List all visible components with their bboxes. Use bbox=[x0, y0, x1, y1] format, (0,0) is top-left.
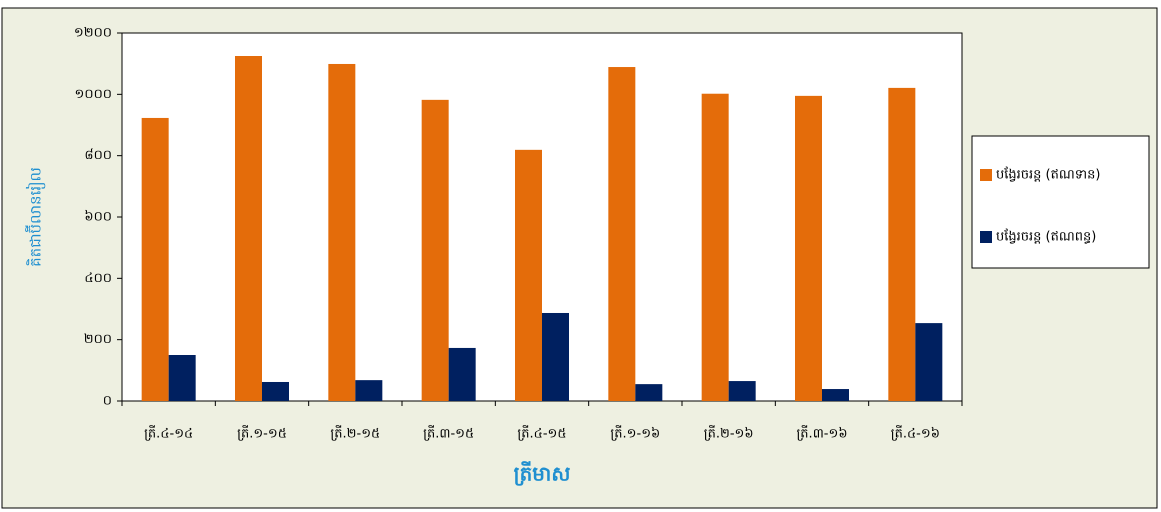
bar bbox=[822, 389, 849, 401]
bar bbox=[141, 117, 169, 402]
y-tick-label: ០ bbox=[103, 394, 112, 409]
bar bbox=[515, 149, 542, 401]
bar bbox=[915, 323, 943, 401]
x-tick-label: ត្រី.៣-១៥ bbox=[423, 425, 474, 442]
x-tick-label: ត្រី.១-១៦ bbox=[610, 425, 660, 442]
bar bbox=[888, 87, 916, 401]
bar bbox=[728, 381, 756, 401]
bar bbox=[235, 56, 262, 401]
bar bbox=[262, 381, 289, 401]
legend-box bbox=[971, 135, 1150, 269]
bar bbox=[608, 67, 636, 401]
x-tick-label: ត្រី.២-១៦ bbox=[704, 425, 754, 442]
y-tick-label: ៨០០ bbox=[84, 148, 112, 163]
y-tick-label: ២០០ bbox=[84, 332, 112, 347]
legend-label: បង្វែរចរន្ត (ឥណពន្ធ) bbox=[996, 228, 1096, 245]
x-axis-label: ត្រីមាស bbox=[514, 461, 571, 487]
x-tick-label: ត្រី.៤-១៥ bbox=[517, 425, 566, 442]
bar bbox=[635, 384, 663, 401]
bar bbox=[355, 380, 383, 401]
x-tick-label: ត្រី.៤-១៤ bbox=[144, 425, 193, 442]
bar bbox=[542, 312, 569, 401]
bar bbox=[701, 93, 729, 401]
bar bbox=[448, 347, 476, 401]
x-tick-label: ត្រី.២-១៥ bbox=[330, 425, 380, 442]
bar bbox=[421, 99, 449, 401]
y-tick-label: ១២០០ bbox=[74, 26, 112, 41]
x-tick-label: ត្រី.១-១៥ bbox=[237, 425, 287, 442]
legend-swatch bbox=[980, 231, 992, 243]
x-tick-label: ត្រី.៣-១៦ bbox=[796, 425, 847, 442]
y-tick-label: ១០០០ bbox=[75, 87, 112, 102]
y-tick-label: ៦០០ bbox=[84, 210, 112, 225]
legend-label: បង្វែរចរន្ត (ឥណទាន) bbox=[996, 166, 1100, 183]
legend-swatch bbox=[980, 169, 992, 181]
bar bbox=[795, 95, 822, 401]
y-axis-label: គិតជាប៊ីលានរៀល bbox=[25, 167, 46, 267]
y-tick-label: ៤០០ bbox=[84, 271, 112, 286]
bar bbox=[168, 355, 196, 401]
bar bbox=[328, 63, 356, 402]
x-tick-label: ត្រី.៤-១៦ bbox=[891, 425, 940, 442]
